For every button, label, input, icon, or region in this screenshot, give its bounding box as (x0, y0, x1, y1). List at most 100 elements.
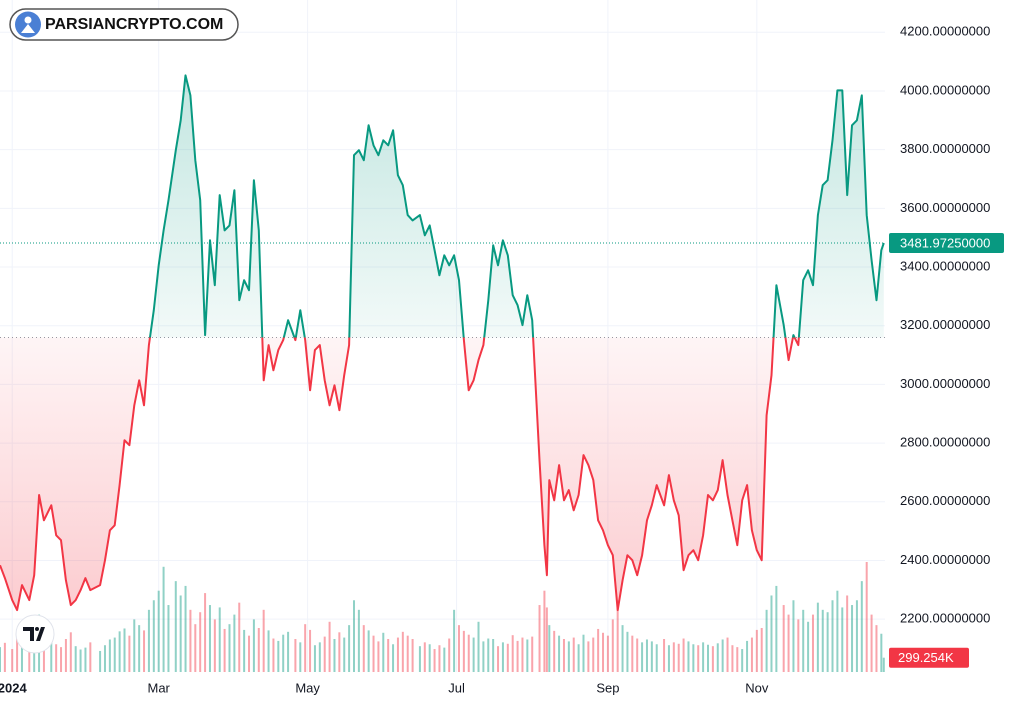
last-price-box (889, 232, 1004, 253)
volume-bar (123, 628, 126, 672)
volume-bar (423, 642, 426, 672)
volume-bar (611, 619, 614, 672)
y-tick-label: 2800.00000000 (900, 435, 990, 450)
x-tick-label: Mar (147, 680, 170, 695)
volume-bar (262, 609, 265, 672)
volume-bar (133, 619, 136, 672)
volume-bar (99, 650, 102, 672)
volume-bar (179, 595, 182, 672)
volume-bar (682, 638, 685, 672)
volume-bar (418, 646, 421, 672)
volume-bar (792, 600, 795, 672)
volume-bar (223, 628, 226, 672)
y-tick-label: 2200.00000000 (900, 611, 990, 626)
volume-bar (401, 631, 404, 672)
volume-bar (462, 630, 465, 672)
y-tick-label: 2600.00000000 (900, 493, 990, 508)
volume-bar (228, 624, 231, 672)
volume-bar (750, 637, 753, 672)
volume-bar (55, 644, 58, 672)
volume-bar (521, 637, 524, 672)
volume-bar (597, 628, 600, 672)
volume-bar (746, 640, 749, 672)
y-tick-label: 3200.00000000 (900, 317, 990, 332)
volume-bar (672, 642, 675, 672)
volume-label: 299.254K (898, 650, 954, 665)
volume-label-box (889, 647, 969, 668)
logo-text: PARSIANCRYPTO.COM (45, 16, 223, 33)
volume-bar (811, 614, 814, 672)
volume-bar (548, 625, 551, 672)
axes: 2200.00000000 2400.00000000 2600.00000000 2… (0, 24, 1004, 695)
volume-bar (60, 647, 63, 672)
volume-bar (233, 614, 236, 672)
volume-bar (782, 605, 785, 672)
volume-bar (387, 639, 390, 672)
y-tick-label: 2400.00000000 (900, 552, 990, 567)
volume-bar (362, 625, 365, 672)
volume-bar (248, 635, 251, 672)
volume-bar (636, 638, 639, 672)
volume-bar (113, 637, 116, 672)
volume-bar (443, 647, 446, 672)
logo-icon-shape (21, 24, 35, 33)
volume-bar (655, 644, 658, 672)
volume-bar (157, 590, 160, 672)
volume-bar (28, 650, 31, 672)
volume-bar (545, 607, 548, 672)
tv-logo-bg (15, 614, 55, 654)
y-tick-label: 4000.00000000 (900, 82, 990, 97)
volume-bar (16, 638, 19, 672)
volume-bar (3, 642, 6, 672)
volume-bar (428, 644, 431, 672)
volume-bar (663, 639, 666, 672)
volume-bar (42, 635, 45, 672)
volume-bar (797, 619, 800, 672)
volume-bar (343, 637, 346, 672)
volume-bar (323, 636, 326, 672)
volume-bar (199, 612, 202, 672)
volume-bar (501, 642, 504, 672)
volume-bar (497, 646, 500, 672)
volume-bar (411, 639, 414, 672)
volume-bar (277, 640, 280, 672)
volume-bar (11, 649, 14, 672)
logo-icon-dot (24, 16, 32, 24)
volume-bar (865, 562, 868, 672)
volume-bar (318, 642, 321, 672)
volume-bar (707, 644, 709, 672)
tv-logo-mark (23, 627, 45, 641)
volume-bar (103, 645, 106, 672)
volume-bar (787, 614, 790, 672)
volume-bar (118, 631, 121, 672)
volume-bar (882, 657, 885, 672)
volume-bar (392, 644, 395, 672)
volume-bar (731, 645, 734, 672)
volume-bar (377, 641, 380, 672)
logo[interactable]: PARSIANCRYPTO.COM (9, 8, 239, 41)
volume-bar (677, 643, 680, 672)
volume-bar (304, 624, 307, 672)
volume-bar (108, 639, 111, 672)
volume-bar (338, 632, 341, 672)
volume-bar (587, 641, 590, 672)
volume-bar (526, 639, 529, 672)
volume-bar (875, 625, 878, 672)
volume-bar (702, 642, 705, 672)
volume-bar (770, 595, 773, 672)
volume-bar (64, 639, 67, 672)
volume-bar (243, 629, 246, 672)
volume-bar (667, 645, 670, 672)
volume-bar (357, 609, 360, 672)
volume-bar (650, 641, 653, 672)
volume-bar (138, 625, 141, 672)
volume-bar (511, 635, 514, 672)
volume-bar (755, 629, 758, 672)
volume-bar (348, 625, 351, 672)
volume-bar (562, 639, 565, 672)
x-tick-label: Jul (448, 680, 465, 695)
volume-bar (841, 607, 844, 672)
price-layer (0, 74, 885, 612)
